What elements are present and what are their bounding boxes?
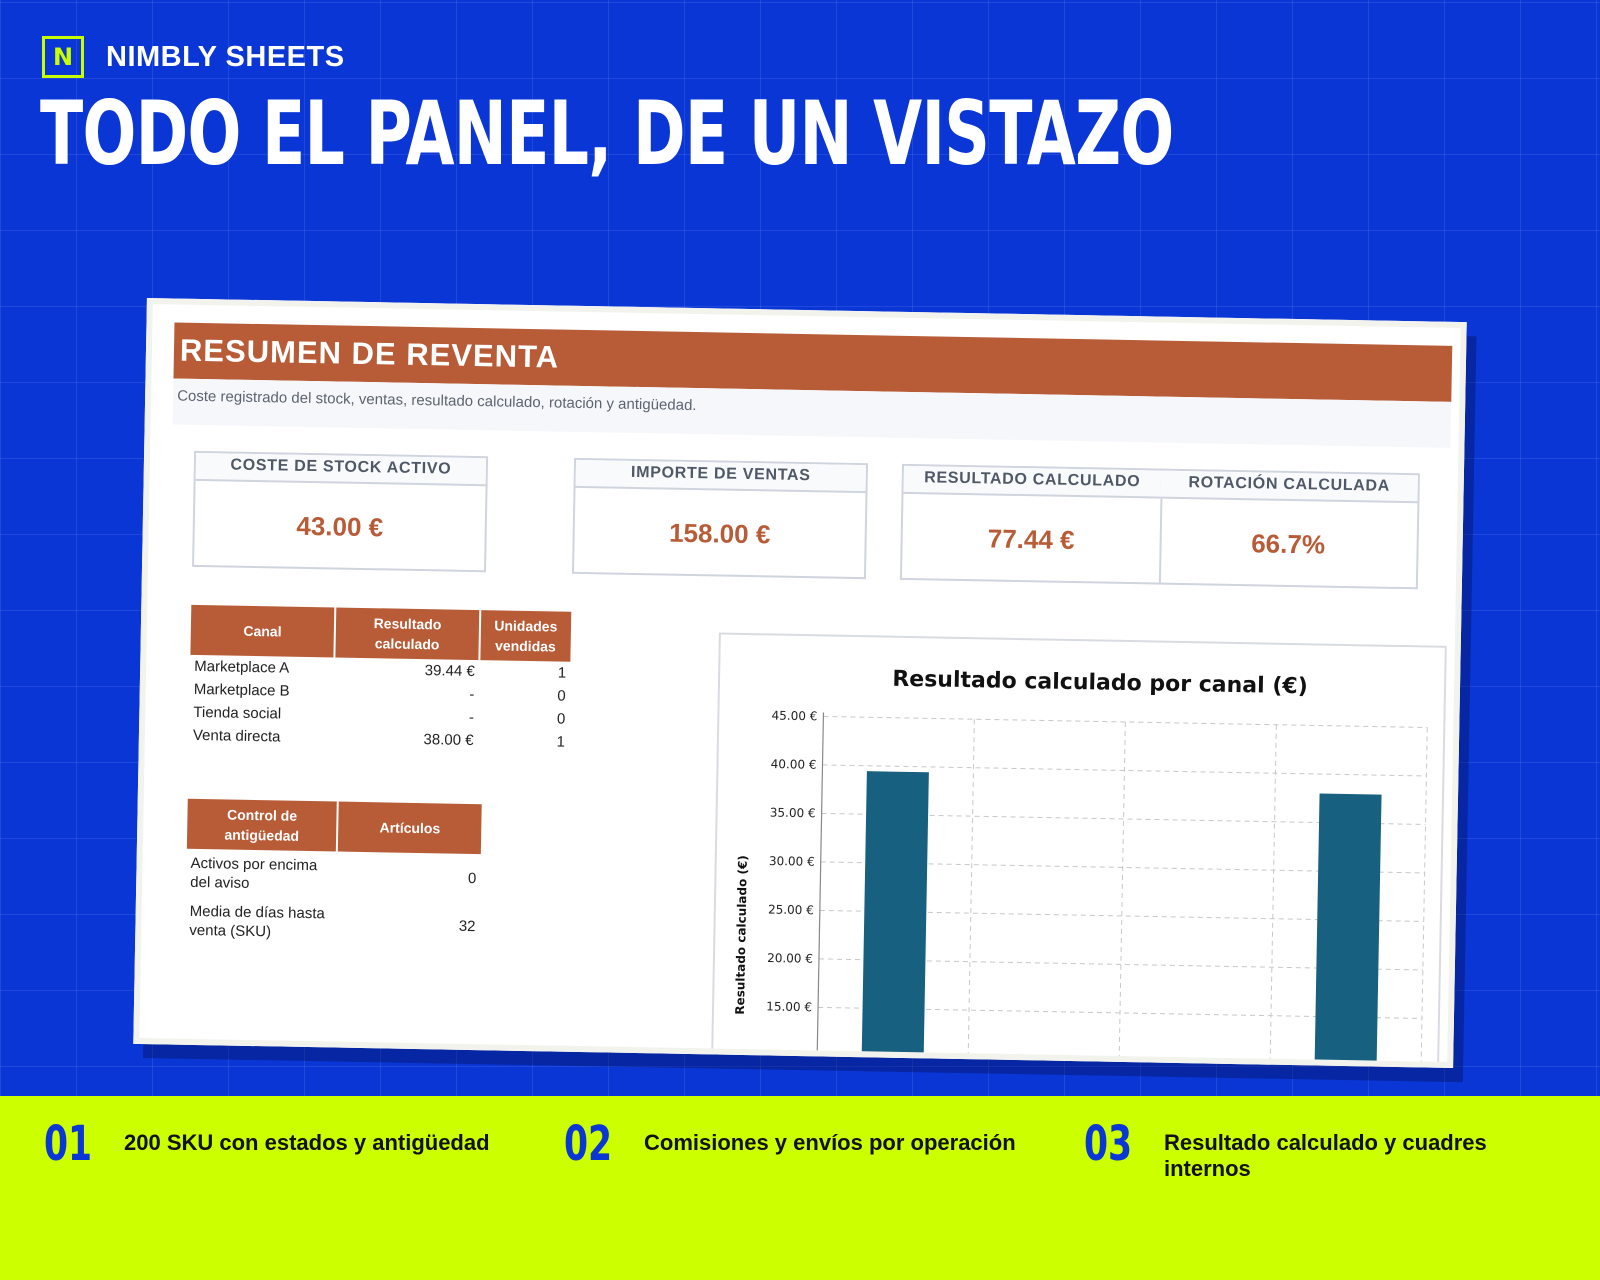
bar-marketplace-a xyxy=(860,771,929,1069)
kpi-stock-cost: COSTE DE STOCK ACTIVO 43.00 € xyxy=(192,450,489,573)
table-cell: Venta directa xyxy=(192,726,281,746)
feature-number: 01 xyxy=(44,1116,93,1172)
table-cell: 0 xyxy=(557,687,566,705)
y-tick-label: 25.00 € xyxy=(768,902,814,917)
gridline-vertical xyxy=(1268,724,1277,1069)
column-header: Resultado calculado xyxy=(334,607,480,661)
table-cell: Activos por encima del aviso xyxy=(190,854,318,892)
feature-text: Resultado calculado y cuadres internos xyxy=(1164,1130,1487,1181)
chart-ticks: 45.00 € 40.00 € 35.00 € 30.00 € 25.00 € 20.00… xyxy=(766,708,817,1014)
column-header: Unidades vendidas xyxy=(479,610,572,662)
gridline-vertical xyxy=(1419,727,1428,1069)
spreadsheet-preview: RESUMEN DE REVENTA Coste registrado del … xyxy=(133,297,1467,1069)
headline: TODO EL PANEL, DE UN VISTAZO xyxy=(40,82,1174,185)
gridline-vertical xyxy=(1117,721,1126,1069)
y-tick-label: 35.00 € xyxy=(770,805,816,820)
chart-title: Resultado calculado por canal (€) xyxy=(892,667,1308,700)
table-cell: 1 xyxy=(557,664,567,682)
kpi-value: 66.7% xyxy=(1250,528,1326,560)
y-tick-label: 45.00 € xyxy=(771,708,817,723)
kpi-rotation: ROTACIÓN CALCULADA 66.7% xyxy=(1159,470,1418,590)
y-tick-label: 30.00 € xyxy=(769,854,815,869)
table-cell: Marketplace A xyxy=(194,657,290,677)
table-cell: - xyxy=(469,685,475,704)
spreadsheet-sheet: RESUMEN DE REVENTA Coste registrado del … xyxy=(133,297,1467,1069)
channel-table: Canal Resultado calculado Unidades vendi… xyxy=(189,604,572,754)
table-header-row: Control de antigüedad Artículos xyxy=(186,798,482,855)
feature-text: 200 SKU con estados y antigüedad xyxy=(124,1130,490,1155)
brand: N NIMBLY SHEETS xyxy=(42,36,345,78)
kpi-result-rotation-group: RESULTADO CALCULADO 77.44 € ROTACIÓN CAL… xyxy=(899,463,1420,590)
feature-band: 01 200 SKU con estados y antigüedad 02 C… xyxy=(0,1096,1600,1280)
feature-number: 02 xyxy=(564,1116,613,1172)
bar-venta-directa xyxy=(1313,793,1382,1069)
feature-number: 03 xyxy=(1084,1116,1133,1172)
kpi-value: 77.44 € xyxy=(987,523,1075,556)
y-axis-line xyxy=(815,712,825,1069)
kpi-value: 43.00 € xyxy=(296,510,384,543)
chart-svg: 45.00 € 40.00 € 35.00 € 30.00 € 25.00 € 20.00… xyxy=(733,667,1428,1069)
table-row: Media de días hasta venta (SKU) 32 xyxy=(185,897,480,950)
column-header: Canal xyxy=(190,604,336,658)
age-control-table: Control de antigüedad Artículos Activos … xyxy=(185,798,482,950)
table-header-row: Canal Resultado calculado Unidades vendi… xyxy=(190,604,572,662)
y-tick-label: 20.00 € xyxy=(767,951,813,966)
kpi-value: 158.00 € xyxy=(668,517,771,550)
chart-bars xyxy=(860,771,1382,1069)
feature-item: 01 200 SKU con estados y antigüedad xyxy=(44,1120,504,1168)
y-tick-label: 40.00 € xyxy=(771,757,817,772)
feature-text: Comisiones y envíos por operación xyxy=(644,1130,1016,1155)
table-row: Activos por encima del aviso 0 xyxy=(186,849,481,902)
y-tick-label: 15.00 € xyxy=(766,999,812,1014)
brand-logo-icon: N xyxy=(42,36,84,78)
kpi-result: RESULTADO CALCULADO 77.44 € xyxy=(902,465,1161,585)
gridline-vertical xyxy=(966,719,975,1069)
y-axis-label: Resultado calculado (€) xyxy=(733,855,750,1015)
column-header: Control de antigüedad xyxy=(186,798,338,852)
table-cell: 38.00 € xyxy=(423,731,474,750)
table-cell: Media de días hasta venta (SKU) xyxy=(189,902,325,941)
column-header: Artículos xyxy=(337,801,482,855)
table-cell: 1 xyxy=(556,733,566,751)
table-cell: 39.44 € xyxy=(424,662,475,681)
table-cell: - xyxy=(468,708,475,727)
result-by-channel-chart: 45.00 € 40.00 € 35.00 € 30.00 € 25.00 € 20.00… xyxy=(710,632,1447,1069)
brand-name: NIMBLY SHEETS xyxy=(106,40,345,73)
feature-item: 03 Resultado calculado y cuadres interno… xyxy=(1084,1120,1524,1182)
table-cell: 0 xyxy=(556,710,566,728)
feature-item: 02 Comisiones y envíos por operación xyxy=(564,1120,1044,1168)
kpi-sales-amount: IMPORTE DE VENTAS 158.00 € xyxy=(571,457,869,580)
table-cell: 32 xyxy=(458,917,476,935)
table-cell: 0 xyxy=(467,869,477,887)
table-cell: Tienda social xyxy=(193,703,282,723)
table-cell: Marketplace B xyxy=(193,680,290,700)
